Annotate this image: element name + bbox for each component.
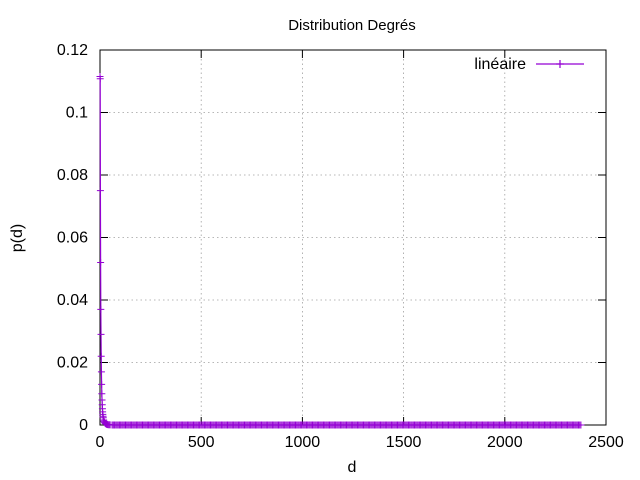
series-linear — [96, 73, 585, 429]
data-point — [97, 352, 105, 360]
data-point — [98, 390, 106, 398]
x-tick-label: 2500 — [588, 434, 624, 451]
data-point — [98, 380, 106, 388]
y-tick-label: 0.1 — [66, 105, 88, 122]
legend: linéaire — [474, 56, 584, 73]
y-axis-label: p(d) — [9, 224, 26, 252]
data-point — [97, 305, 105, 313]
x-tick-label: 1500 — [386, 434, 422, 451]
y-tick-label: 0.04 — [57, 292, 88, 309]
chart-title: Distribution Degrés — [288, 17, 416, 34]
data-point — [97, 259, 105, 266]
x-tick-label: 0 — [96, 434, 105, 451]
x-axis-label: d — [348, 459, 357, 476]
x-tick-label: 500 — [188, 434, 215, 451]
data-point-tail — [577, 421, 585, 429]
x-tick-label: 2000 — [487, 434, 523, 451]
y-tick-label: 0.08 — [57, 167, 88, 184]
legend-label: linéaire — [474, 56, 526, 73]
grid-lines — [100, 50, 606, 425]
data-point — [97, 368, 105, 376]
x-tick-label: 1000 — [285, 434, 321, 451]
y-tick-label: 0.12 — [57, 42, 88, 59]
data-point — [97, 330, 105, 338]
y-tick-label: 0.02 — [57, 355, 88, 372]
data-point — [96, 75, 104, 83]
axis-ticks: 0 0.02 0.04 0.06 0.08 0.1 0.12 0 500 1000 1500 2000… — [57, 42, 624, 451]
y-tick-label: 0 — [79, 417, 88, 434]
data-point — [96, 187, 104, 195]
y-tick-label: 0.06 — [57, 230, 88, 247]
